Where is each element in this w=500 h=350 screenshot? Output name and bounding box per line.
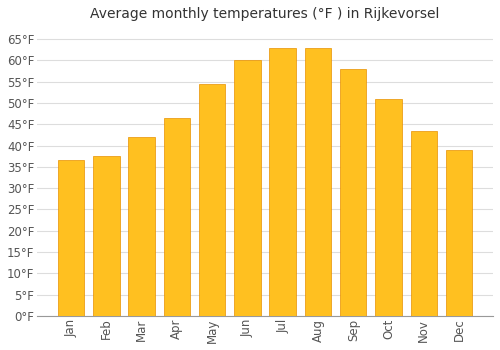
Bar <box>164 118 190 316</box>
Bar <box>305 48 331 316</box>
Bar <box>446 150 472 316</box>
Bar <box>128 137 155 316</box>
Bar <box>199 84 226 316</box>
Bar <box>58 160 84 316</box>
Bar <box>410 131 437 316</box>
Bar <box>93 156 120 316</box>
Title: Average monthly temperatures (°F ) in Rijkevorsel: Average monthly temperatures (°F ) in Ri… <box>90 7 440 21</box>
Bar <box>270 48 296 316</box>
Bar <box>376 99 402 316</box>
Bar <box>340 69 366 316</box>
Bar <box>234 60 260 316</box>
